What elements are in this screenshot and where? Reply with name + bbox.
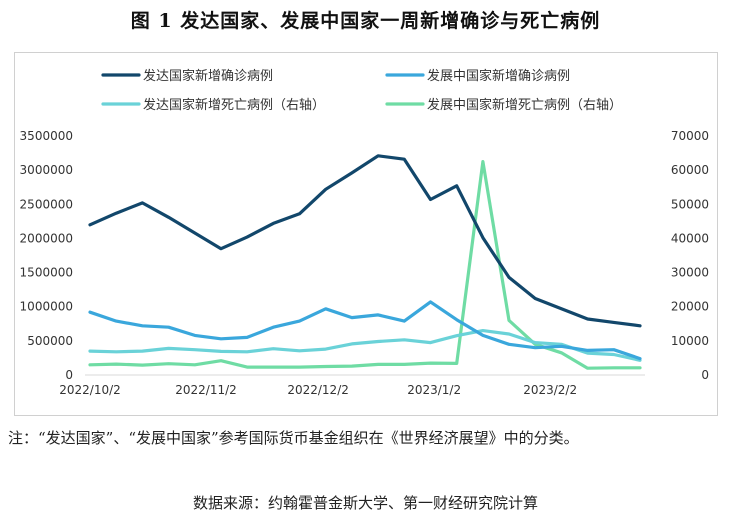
- y-right-tick-label: 0: [701, 368, 709, 382]
- y-right-tick-label: 40000: [671, 231, 709, 245]
- x-tick-label: 2023/2/2: [523, 383, 577, 397]
- y-left-tick-label: 1000000: [20, 300, 73, 314]
- chart-note: 注：“发达国家”、“发展中国家”参考国际货币基金组织在《世界经济展望》中的分类。: [8, 429, 579, 447]
- x-tick-label: 2022/10/2: [59, 383, 121, 397]
- x-tick-label: 2023/1/2: [407, 383, 461, 397]
- y-left-tick-label: 2000000: [20, 231, 73, 245]
- legend-label-1: 发展中国家新增确诊病例: [427, 68, 570, 84]
- y-right-tick-label: 60000: [671, 163, 709, 177]
- y-left-tick-label: 0: [65, 368, 73, 382]
- series-line-3: [88, 160, 642, 370]
- legend-label-3: 发展中国家新增死亡病例（右轴）: [427, 97, 622, 113]
- y-right-tick-label: 10000: [671, 334, 709, 348]
- chart-title: 图 1 发达国家、发展中国家一周新增确诊与死亡病例: [130, 10, 601, 32]
- y-left-tick-label: 500000: [27, 334, 73, 348]
- x-tick-label: 2022/11/2: [175, 383, 237, 397]
- y-left-tick-label: 3000000: [20, 163, 73, 177]
- series-line-1: [88, 300, 642, 361]
- y-left-tick-label: 3500000: [20, 129, 73, 143]
- x-tick-label: 2022/12/2: [287, 383, 349, 397]
- legend-label-2: 发达国家新增死亡病例（右轴）: [143, 97, 325, 113]
- y-right-tick-label: 50000: [671, 197, 709, 211]
- series-line-0: [88, 154, 642, 328]
- y-right-tick-label: 20000: [671, 300, 709, 314]
- y-left-tick-label: 2500000: [20, 197, 73, 211]
- legend-label-0: 发达国家新增确诊病例: [143, 68, 273, 84]
- y-right-tick-label: 70000: [671, 129, 709, 143]
- y-right-tick-label: 30000: [671, 266, 709, 280]
- chart-panel: 0 500000 1000000 1500000 2000000 2500000 30000…: [14, 52, 718, 416]
- data-source: 数据来源：约翰霍普金斯大学、第一财经研究院计算: [192, 494, 538, 512]
- line-chart: 0500000100000015000002000000250000030000…: [20, 68, 709, 397]
- y-left-tick-label: 1500000: [20, 266, 73, 280]
- series-line-2: [88, 329, 642, 362]
